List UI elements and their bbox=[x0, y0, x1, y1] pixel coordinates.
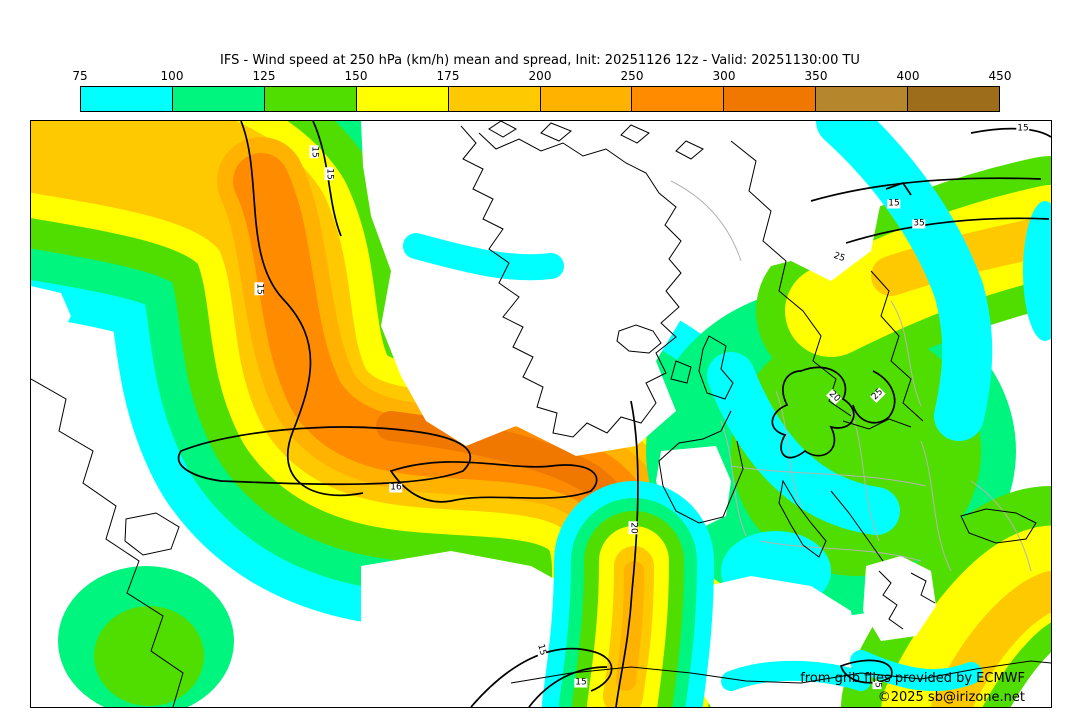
colorbar-segment bbox=[723, 87, 816, 111]
colorbar-segment bbox=[81, 87, 172, 111]
colorbar-tick-label: 200 bbox=[528, 69, 552, 83]
colorbar-segment bbox=[171, 87, 264, 111]
colorbar-segment bbox=[907, 87, 1000, 111]
colorbar-ticks: 75 100 125 150 175 200 250 300 350 400 450 bbox=[72, 69, 1011, 84]
colorbar-segment bbox=[631, 87, 724, 111]
colorbar-tick-label: 100 bbox=[160, 69, 184, 83]
attribution-source: from grib files provided by ECMWF bbox=[800, 671, 1025, 686]
colorbar bbox=[80, 86, 1000, 112]
wind-speed-map bbox=[31, 121, 1051, 707]
colorbar-tick-label: 250 bbox=[620, 69, 644, 83]
colorbar-segment bbox=[539, 87, 632, 111]
colorbar-tick-label: 75 bbox=[72, 69, 88, 83]
spread-contour-label: 15 bbox=[309, 145, 320, 159]
spread-contour-label: 35 bbox=[912, 218, 926, 229]
colorbar-tick-label: 175 bbox=[436, 69, 460, 83]
chart-title: IFS - Wind speed at 250 hPa (km/h) mean … bbox=[220, 53, 860, 68]
low-wind-regions bbox=[31, 121, 936, 707]
colorbar-tick-label: 400 bbox=[896, 69, 920, 83]
colorbar-tick-label: 125 bbox=[252, 69, 276, 83]
colorbar-tick-label: 350 bbox=[804, 69, 828, 83]
colorbar-segment bbox=[355, 87, 448, 111]
spread-contour-label: 20 bbox=[628, 521, 639, 535]
colorbar-tick-label: 150 bbox=[344, 69, 368, 83]
spread-contour-label: 15 bbox=[887, 198, 901, 209]
spread-contour-label: 15 bbox=[574, 677, 588, 688]
map-canvas: 15 15 15 15 16 20 20 25 25 15 35 15 15 5 bbox=[30, 120, 1052, 708]
colorbar-segment bbox=[447, 87, 540, 111]
spread-contour-label: 15 bbox=[324, 167, 335, 181]
spread-contour-label: 15 bbox=[1016, 123, 1030, 134]
coastlines bbox=[31, 121, 1051, 707]
spread-contour-label: 15 bbox=[254, 282, 265, 296]
colorbar-segment bbox=[263, 87, 356, 111]
colorbar-segment bbox=[815, 87, 908, 111]
attribution-copyright: ©2025 sb@irizone.net bbox=[877, 690, 1025, 705]
spread-contour-label: 16 bbox=[389, 482, 403, 493]
spread-contours bbox=[177, 121, 1051, 707]
colorbar-tick-label: 300 bbox=[712, 69, 736, 83]
colorbar-tick-label: 450 bbox=[988, 69, 1012, 83]
